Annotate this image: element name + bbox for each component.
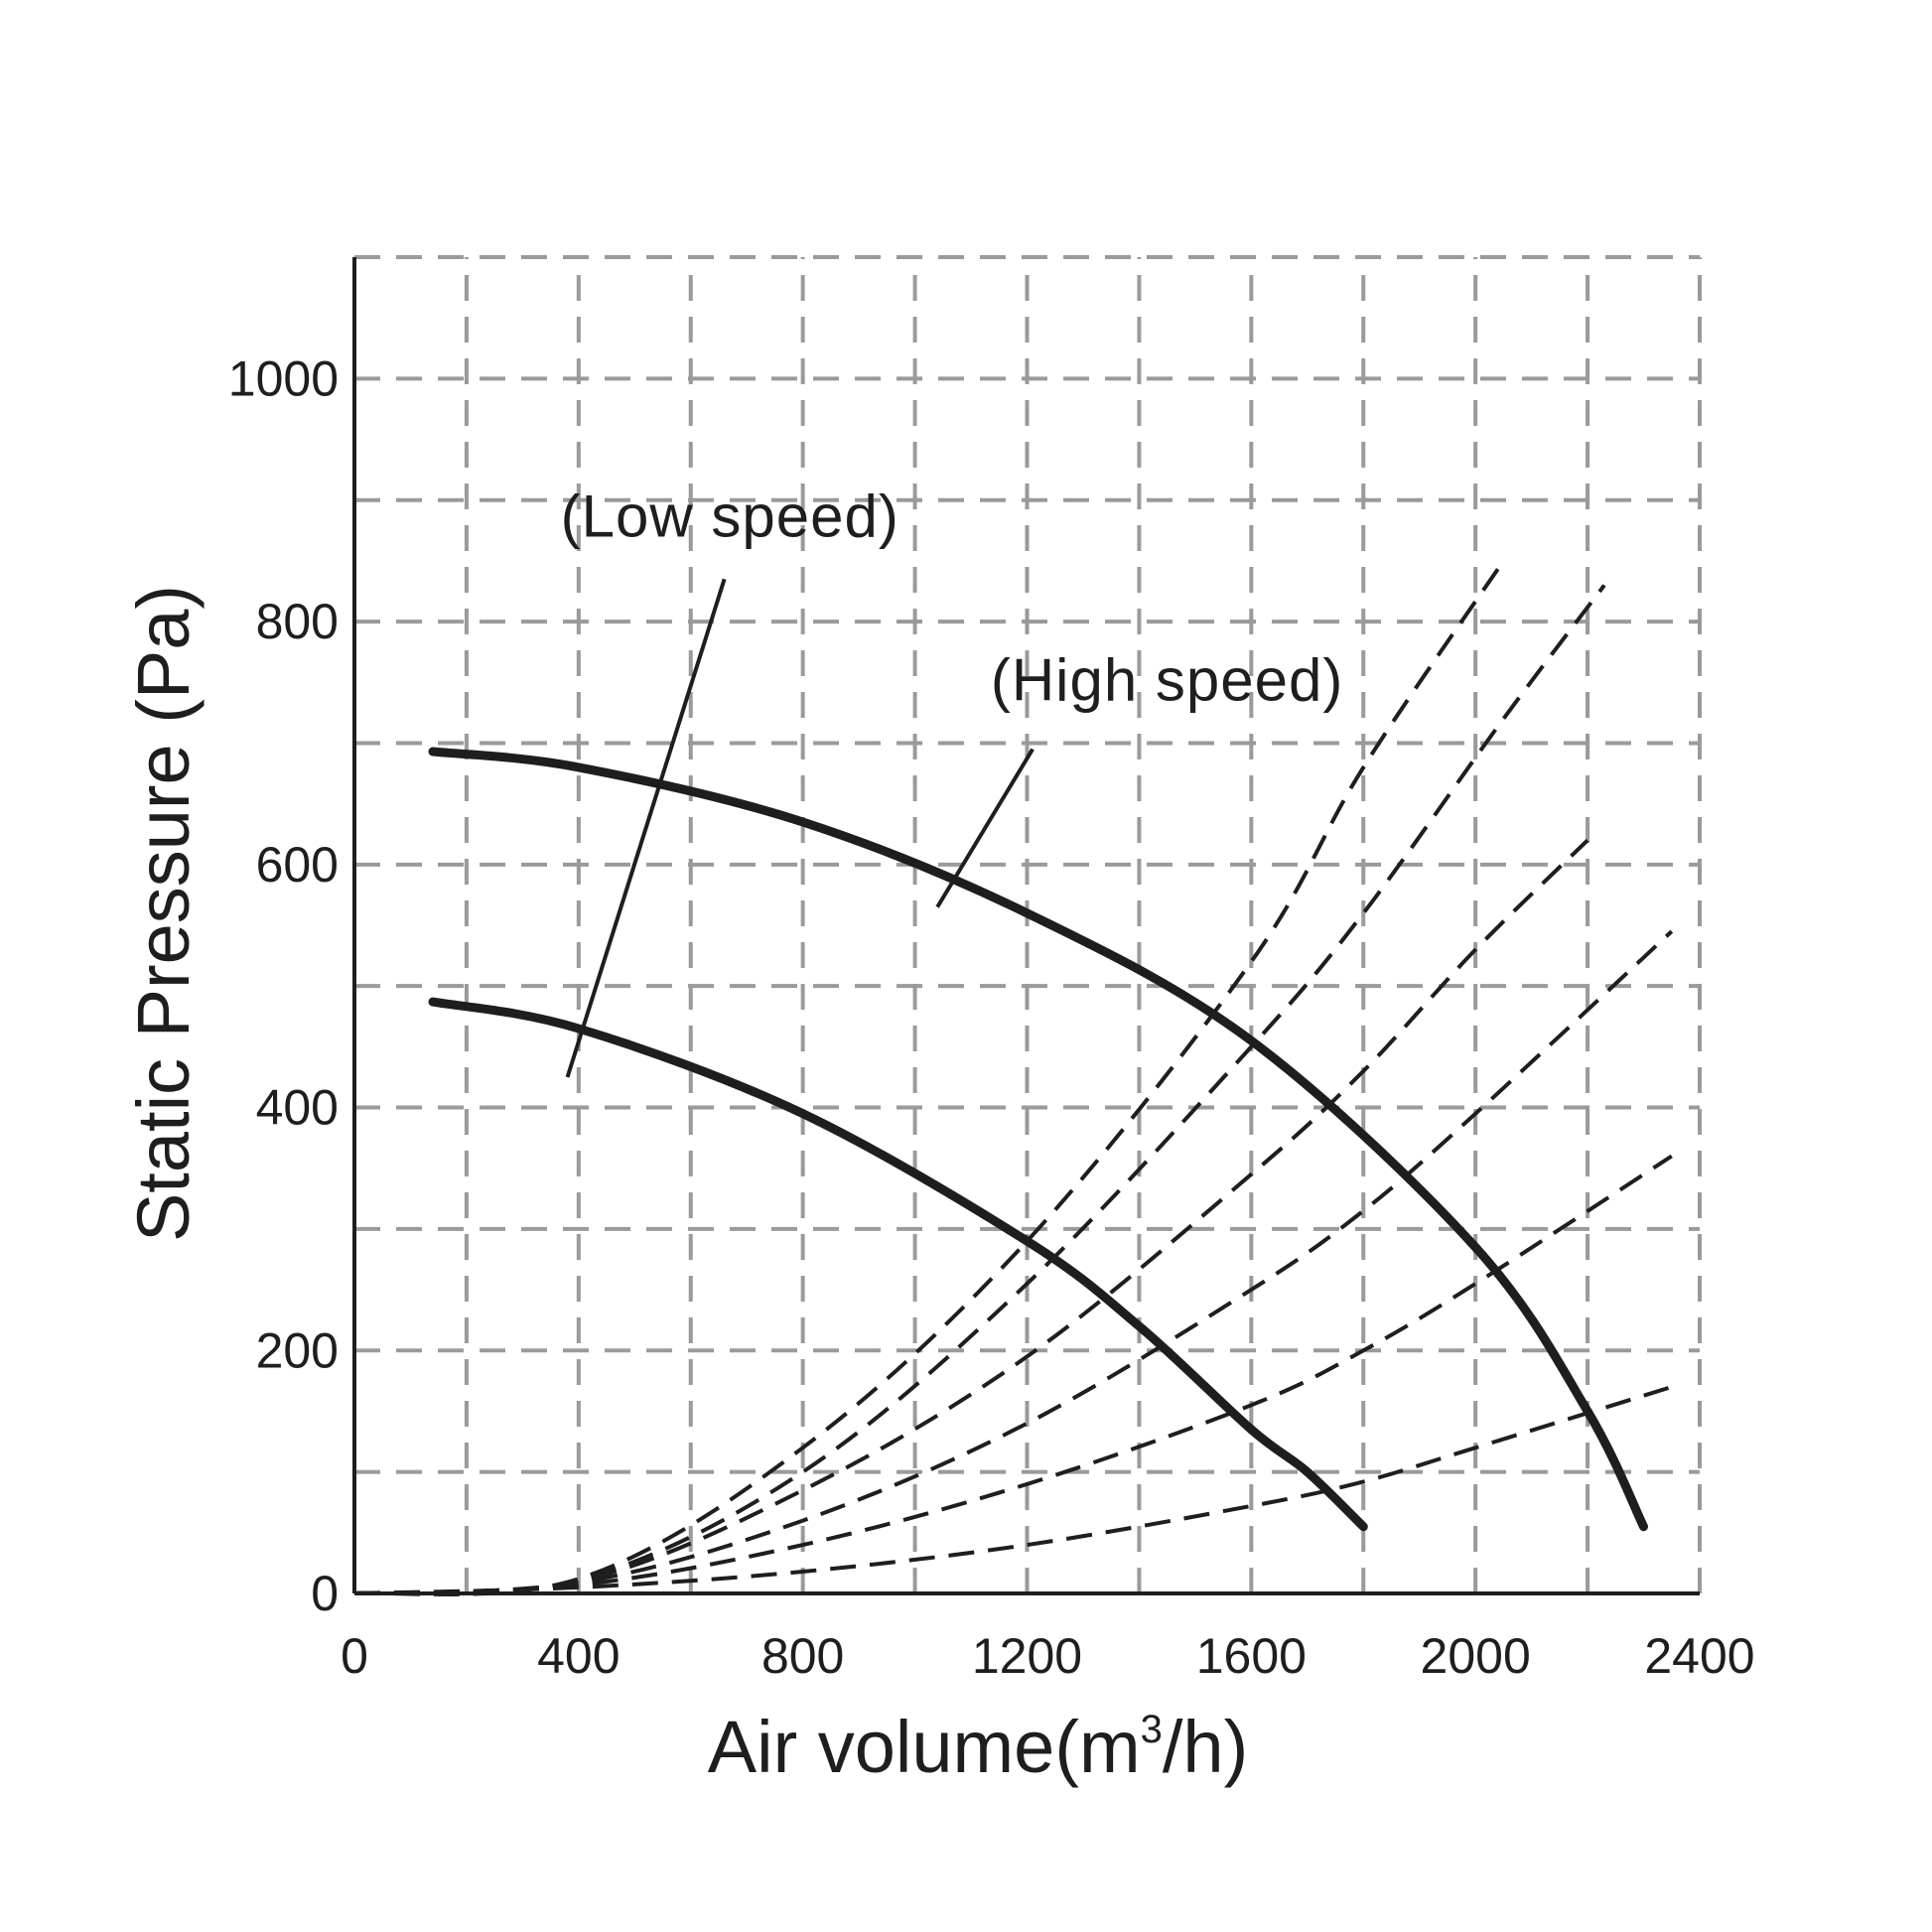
y-tick-label: 800 [256, 594, 339, 649]
x-tick-label: 0 [341, 1628, 368, 1684]
x-tick-label: 2400 [1644, 1628, 1754, 1684]
y-axis-title: Static Pressure (Pa) [122, 585, 205, 1242]
y-tick-label: 600 [256, 837, 339, 893]
axes [352, 257, 1700, 1595]
system-curve-6 [353, 1154, 1673, 1595]
annotation-pointer-0 [565, 578, 727, 1078]
y-tick-label: 400 [256, 1080, 339, 1136]
x-tick-label: 800 [761, 1628, 844, 1684]
y-tick-label: 0 [311, 1566, 339, 1621]
y-tick-label: 200 [256, 1322, 339, 1378]
performance-curve-0 [428, 997, 1368, 1532]
x-axis-title-superscript: 3 [1141, 1708, 1163, 1751]
tick-labels: 0 400 800 1200 1600 2000 2400 0 200 400 600 800 1000 [228, 350, 1755, 1684]
performance-curve-1 [428, 747, 1648, 1532]
x-tick-label: 400 [537, 1628, 620, 1684]
x-axis-title-main: Air volume(m [708, 1706, 1141, 1788]
x-tick-label: 2000 [1421, 1628, 1531, 1684]
annotations: (Low speed) (High speed) [561, 483, 1344, 1078]
system-curve-5 [353, 929, 1674, 1595]
system-curve-3 [353, 584, 1606, 1596]
system-curve-4 [353, 838, 1589, 1595]
annotation-label-0: (Low speed) [561, 483, 899, 549]
system-curve-2 [353, 559, 1506, 1596]
annotation-label-1: (High speed) [991, 647, 1344, 714]
x-tick-label: 1200 [972, 1628, 1082, 1684]
x-axis-title: Air volume(m3/h) [708, 1706, 1248, 1788]
annotation-pointer-1 [935, 748, 1035, 908]
y-tick-label: 1000 [228, 350, 339, 406]
x-axis-title-unit-end: /h) [1163, 1706, 1248, 1788]
series-group [353, 559, 1674, 1596]
system-curve-7 [353, 1385, 1673, 1595]
grid [354, 255, 1702, 1593]
x-tick-label: 1600 [1196, 1628, 1307, 1684]
